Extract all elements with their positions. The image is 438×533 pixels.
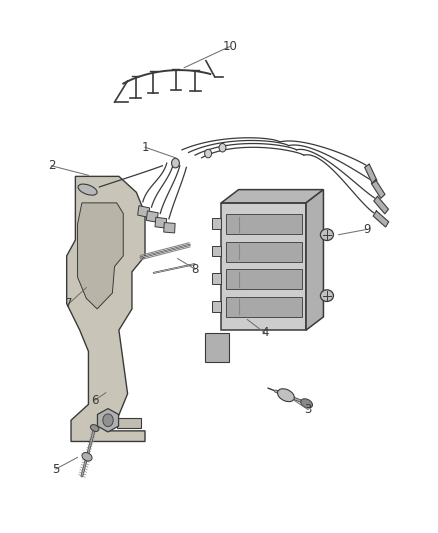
Ellipse shape (91, 425, 99, 432)
Polygon shape (373, 211, 389, 227)
Polygon shape (374, 196, 389, 214)
Ellipse shape (82, 453, 92, 461)
Text: 1: 1 (141, 141, 149, 154)
Bar (212, 218, 221, 229)
Polygon shape (78, 203, 123, 309)
Polygon shape (306, 190, 323, 330)
Circle shape (205, 149, 212, 158)
Polygon shape (221, 190, 323, 203)
Ellipse shape (301, 399, 313, 408)
Ellipse shape (321, 290, 333, 302)
Ellipse shape (278, 389, 294, 402)
Text: 3: 3 (304, 403, 312, 416)
Text: 8: 8 (191, 263, 199, 276)
Bar (212, 246, 221, 256)
Polygon shape (365, 164, 377, 183)
Text: 2: 2 (48, 159, 55, 172)
Bar (226, 297, 302, 317)
Bar (146, 211, 158, 222)
Bar (164, 222, 175, 233)
Circle shape (172, 158, 180, 168)
Circle shape (219, 143, 226, 152)
Bar (138, 206, 150, 217)
Bar (205, 333, 229, 362)
Text: 6: 6 (91, 393, 99, 407)
Polygon shape (98, 409, 119, 432)
Polygon shape (67, 176, 145, 441)
Bar (155, 217, 167, 228)
Polygon shape (117, 418, 141, 428)
Bar (226, 241, 302, 262)
Text: 5: 5 (52, 463, 60, 475)
Bar (212, 301, 221, 312)
Ellipse shape (78, 184, 97, 195)
Text: 4: 4 (261, 326, 268, 340)
Text: 7: 7 (65, 297, 73, 310)
Polygon shape (371, 180, 385, 198)
Ellipse shape (321, 229, 333, 240)
Circle shape (103, 414, 113, 426)
Text: 9: 9 (363, 223, 371, 236)
Bar (226, 214, 302, 234)
Bar (226, 269, 302, 289)
Text: 10: 10 (223, 40, 237, 53)
Polygon shape (221, 203, 306, 330)
Bar (212, 273, 221, 284)
